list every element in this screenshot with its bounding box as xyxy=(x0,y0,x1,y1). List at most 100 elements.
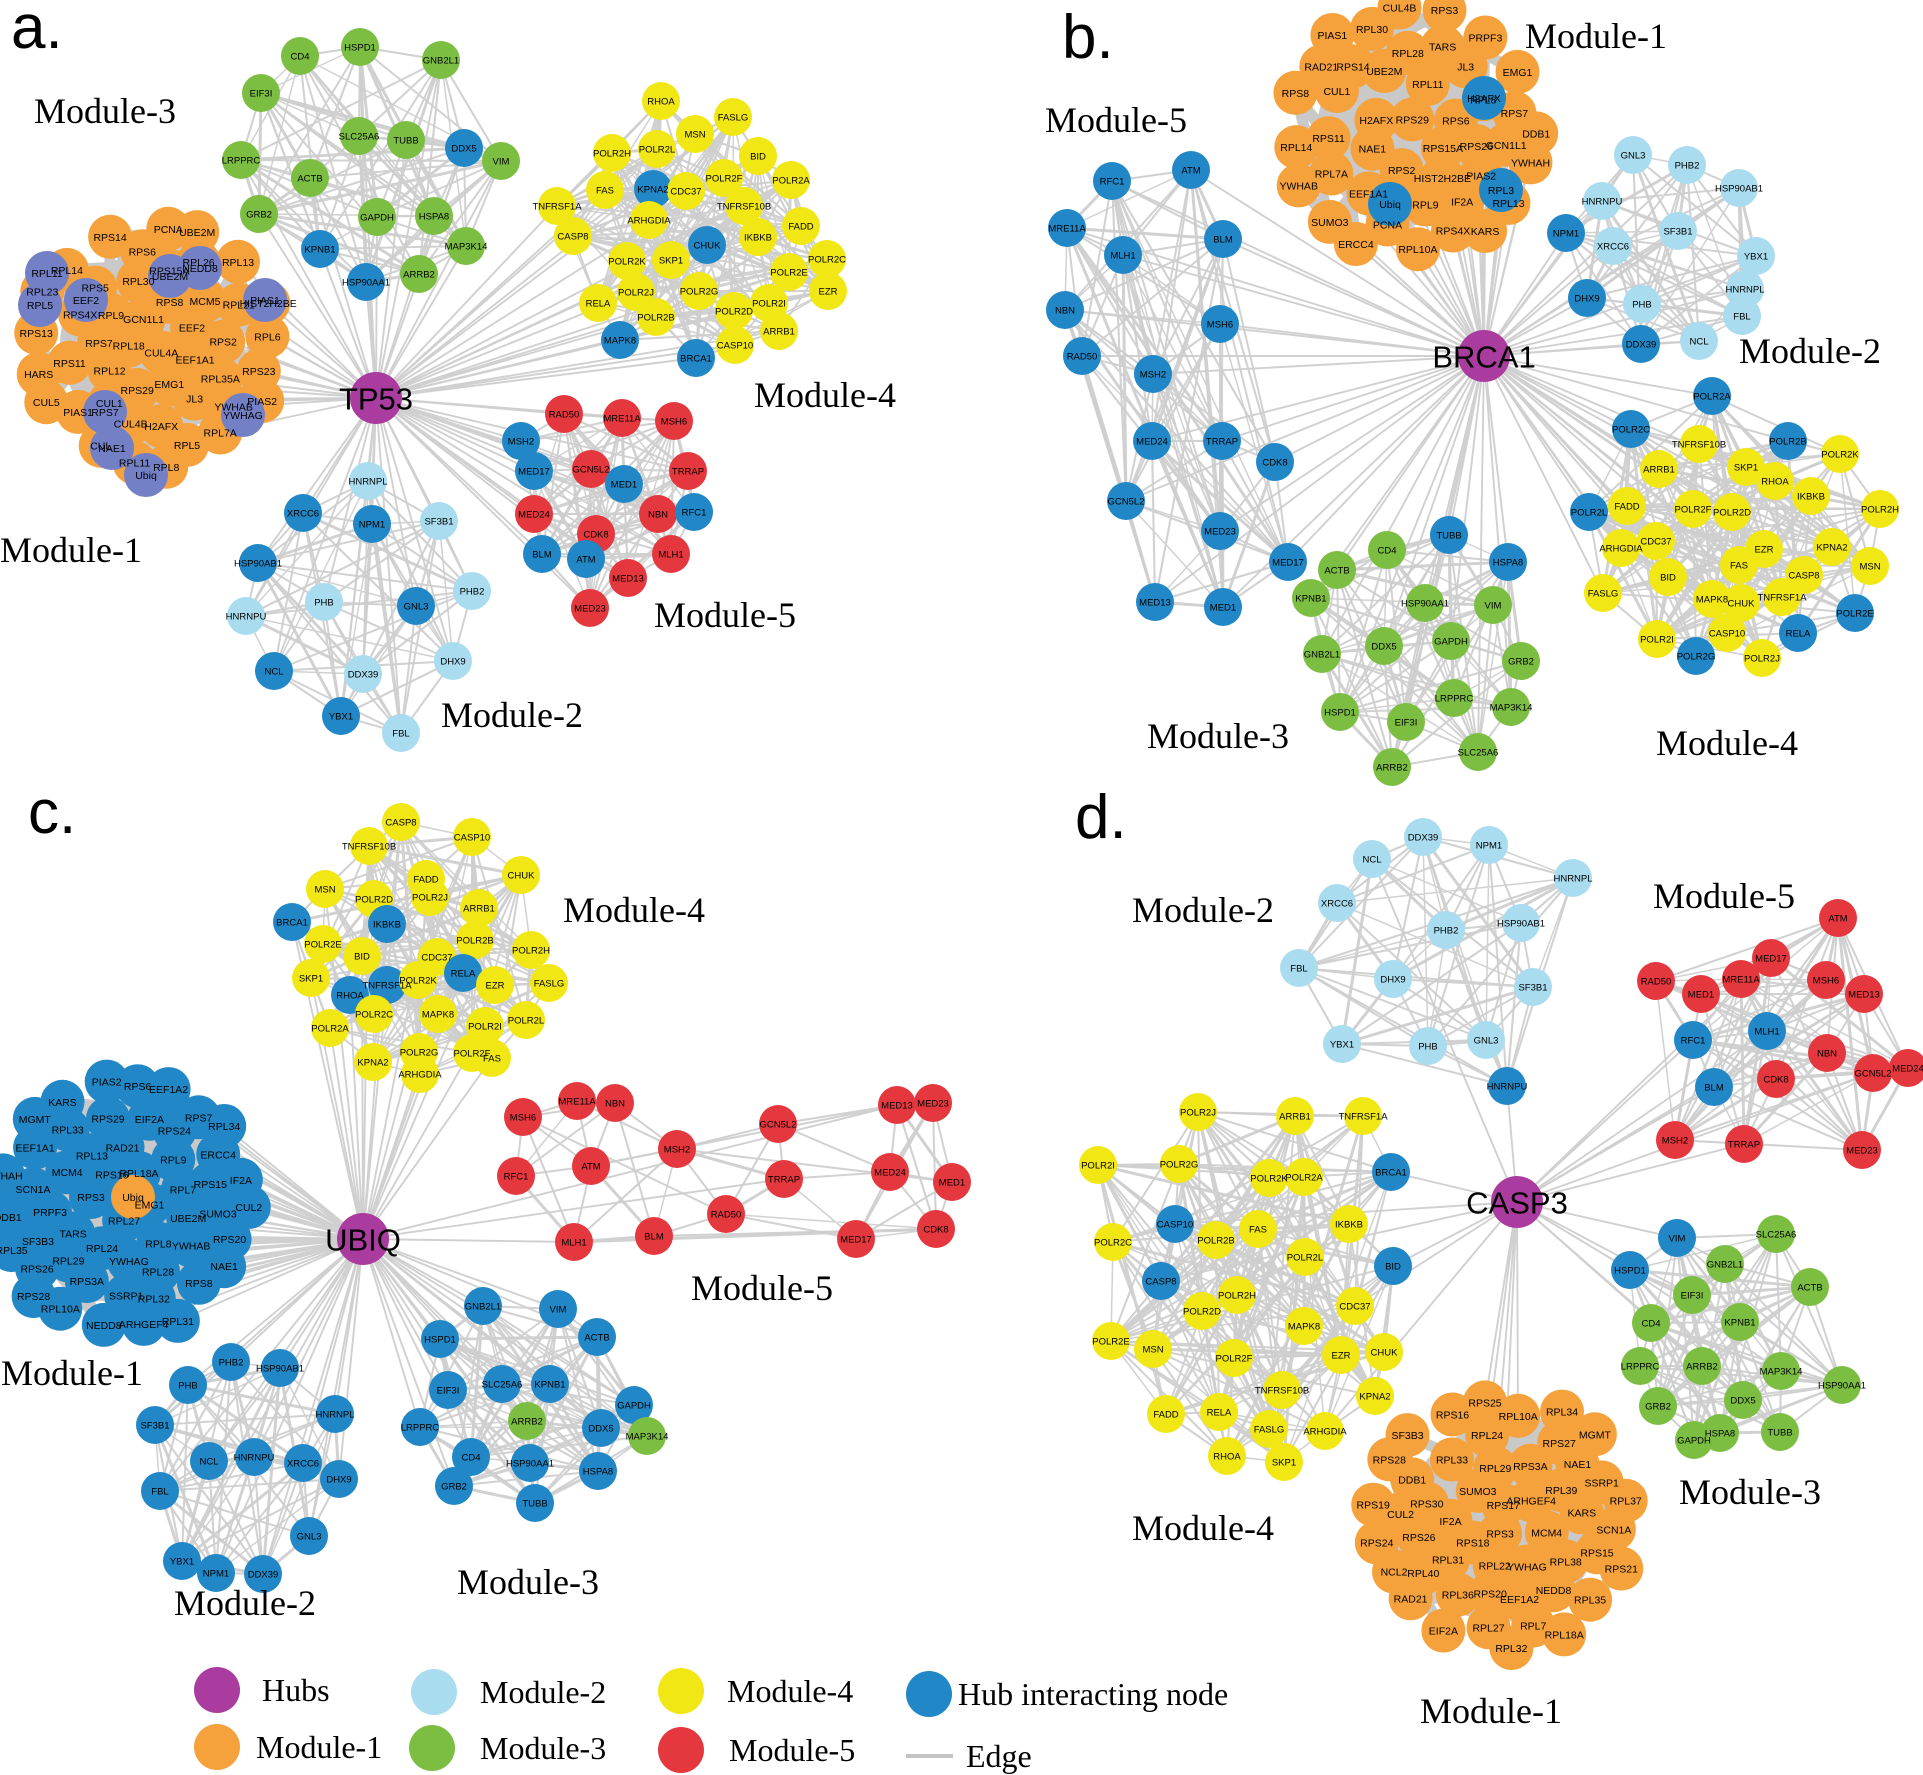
svg-text:DDB1: DDB1 xyxy=(0,1212,22,1224)
svg-text:ATM: ATM xyxy=(1181,166,1200,177)
svg-text:EEF1A1: EEF1A1 xyxy=(1349,189,1388,201)
svg-text:Module-2: Module-2 xyxy=(480,1674,606,1710)
svg-text:TP53: TP53 xyxy=(339,382,413,417)
svg-text:RELA: RELA xyxy=(586,299,611,310)
svg-text:HNRNPL: HNRNPL xyxy=(1553,874,1592,885)
svg-text:RPL18: RPL18 xyxy=(113,341,145,353)
svg-text:RAD50: RAD50 xyxy=(1067,352,1098,363)
svg-text:Module-5: Module-5 xyxy=(691,1268,833,1308)
svg-text:RPS6: RPS6 xyxy=(129,246,157,258)
svg-text:EEF1A1: EEF1A1 xyxy=(16,1143,55,1155)
svg-text:POLR2J: POLR2J xyxy=(1180,1108,1216,1119)
svg-text:HIST2H2BE: HIST2H2BE xyxy=(1414,173,1471,185)
svg-text:IKBKB: IKBKB xyxy=(373,920,401,931)
svg-text:NCL2: NCL2 xyxy=(1381,1567,1408,1579)
svg-text:Ubiq: Ubiq xyxy=(122,1192,144,1204)
svg-text:MSN: MSN xyxy=(314,885,335,896)
svg-text:RPS15: RPS15 xyxy=(1580,1547,1613,1559)
svg-text:CHUK: CHUK xyxy=(694,241,722,252)
svg-text:RPL11: RPL11 xyxy=(31,268,62,280)
svg-text:RFC1: RFC1 xyxy=(682,508,707,519)
svg-text:FASLG: FASLG xyxy=(718,113,749,124)
svg-text:TUBB: TUBB xyxy=(522,1499,547,1510)
svg-text:RPS6: RPS6 xyxy=(1442,116,1470,128)
svg-text:POLR2L: POLR2L xyxy=(1571,508,1607,519)
svg-text:RPL3: RPL3 xyxy=(1488,185,1514,197)
svg-text:CASP10: CASP10 xyxy=(1709,629,1745,640)
svg-text:NPM1: NPM1 xyxy=(203,1569,229,1580)
svg-text:KPNA2: KPNA2 xyxy=(357,1058,388,1069)
svg-text:RAD21: RAD21 xyxy=(1304,62,1338,74)
svg-text:RPL24: RPL24 xyxy=(1471,1430,1503,1442)
svg-text:POLR2C: POLR2C xyxy=(808,255,846,266)
svg-text:FBL: FBL xyxy=(1733,312,1750,323)
svg-text:RPS13: RPS13 xyxy=(20,328,53,340)
svg-text:MAP3K14: MAP3K14 xyxy=(445,242,488,253)
svg-text:POLR2K: POLR2K xyxy=(1250,1174,1288,1185)
svg-text:POLR2D: POLR2D xyxy=(355,895,393,906)
svg-text:MED24: MED24 xyxy=(874,1168,906,1179)
svg-text:PCNA: PCNA xyxy=(1373,220,1402,232)
svg-text:EZR: EZR xyxy=(819,287,838,298)
svg-text:ARHGDIA: ARHGDIA xyxy=(1599,544,1643,555)
svg-text:YWHAB: YWHAB xyxy=(214,402,253,414)
svg-text:TRRAP: TRRAP xyxy=(1728,1140,1760,1151)
svg-text:FASLG: FASLG xyxy=(1588,589,1619,600)
svg-text:YBX1: YBX1 xyxy=(1744,252,1768,263)
svg-text:BRCA1: BRCA1 xyxy=(1432,340,1535,375)
svg-text:RPL7: RPL7 xyxy=(170,1185,196,1197)
svg-text:ACTB: ACTB xyxy=(1324,566,1349,577)
svg-text:NPM1: NPM1 xyxy=(359,520,385,531)
svg-text:RPS24: RPS24 xyxy=(158,1125,191,1137)
svg-text:ATM: ATM xyxy=(1828,914,1847,925)
svg-text:RPL8: RPL8 xyxy=(153,462,179,474)
svg-text:RPL7A: RPL7A xyxy=(204,428,237,440)
svg-text:SUMO3: SUMO3 xyxy=(199,1209,237,1221)
svg-text:CUL2: CUL2 xyxy=(235,1202,262,1214)
svg-text:HSPA8: HSPA8 xyxy=(583,1467,613,1478)
svg-text:RPL38: RPL38 xyxy=(1550,1556,1582,1568)
svg-text:RPL29: RPL29 xyxy=(52,1256,84,1268)
svg-text:a.: a. xyxy=(11,0,63,62)
svg-text:FAS: FAS xyxy=(1249,1225,1267,1236)
svg-text:SF3B1: SF3B1 xyxy=(1518,983,1547,994)
svg-text:RAD21: RAD21 xyxy=(106,1142,140,1154)
svg-text:POLR2I: POLR2I xyxy=(752,299,786,310)
svg-text:POLR2H: POLR2H xyxy=(512,946,550,957)
svg-text:HSPD1: HSPD1 xyxy=(1324,708,1356,719)
svg-text:DHX9: DHX9 xyxy=(1574,294,1599,305)
svg-text:CHUK: CHUK xyxy=(1728,599,1756,610)
svg-text:RPL35: RPL35 xyxy=(0,1245,28,1257)
svg-text:HSP90AB1: HSP90AB1 xyxy=(1715,184,1763,195)
svg-text:ARRB2: ARRB2 xyxy=(403,270,435,281)
svg-text:RPL12: RPL12 xyxy=(94,366,126,378)
svg-text:POLR2J: POLR2J xyxy=(618,288,654,299)
svg-text:MCM4: MCM4 xyxy=(52,1167,83,1179)
svg-text:POLR2F: POLR2F xyxy=(1675,505,1712,516)
svg-text:EIF3I: EIF3I xyxy=(437,1386,460,1397)
svg-text:GCN1L1: GCN1L1 xyxy=(1486,140,1527,152)
svg-text:DHX9: DHX9 xyxy=(326,1475,351,1486)
svg-text:ERCC4: ERCC4 xyxy=(200,1149,236,1161)
svg-text:RPL8: RPL8 xyxy=(145,1239,171,1251)
svg-text:EIF2A: EIF2A xyxy=(135,1114,164,1126)
svg-text:SF3B1: SF3B1 xyxy=(424,517,453,528)
svg-text:TRRAP: TRRAP xyxy=(1206,437,1238,448)
svg-text:NEDD8: NEDD8 xyxy=(1536,1585,1572,1597)
svg-text:POLR2I: POLR2I xyxy=(1081,1161,1115,1172)
svg-text:RPS3: RPS3 xyxy=(77,1192,105,1204)
svg-text:TRRAP: TRRAP xyxy=(672,467,704,478)
svg-text:NBN: NBN xyxy=(1055,306,1075,317)
svg-text:CASP8: CASP8 xyxy=(385,818,416,829)
svg-text:HSPA8: HSPA8 xyxy=(1705,1429,1735,1440)
svg-text:ATM: ATM xyxy=(576,555,595,566)
svg-text:RPL32: RPL32 xyxy=(138,1294,170,1306)
svg-text:POLR2G: POLR2G xyxy=(1160,1160,1199,1171)
svg-text:Module-2: Module-2 xyxy=(1132,890,1274,930)
svg-text:RPL28: RPL28 xyxy=(1392,48,1424,60)
svg-text:Module-2: Module-2 xyxy=(174,1583,316,1623)
svg-text:MED17: MED17 xyxy=(1755,954,1787,965)
svg-text:NEDD8: NEDD8 xyxy=(86,1320,122,1332)
svg-text:GNL3: GNL3 xyxy=(404,602,429,613)
svg-text:RPS11: RPS11 xyxy=(1312,133,1345,145)
